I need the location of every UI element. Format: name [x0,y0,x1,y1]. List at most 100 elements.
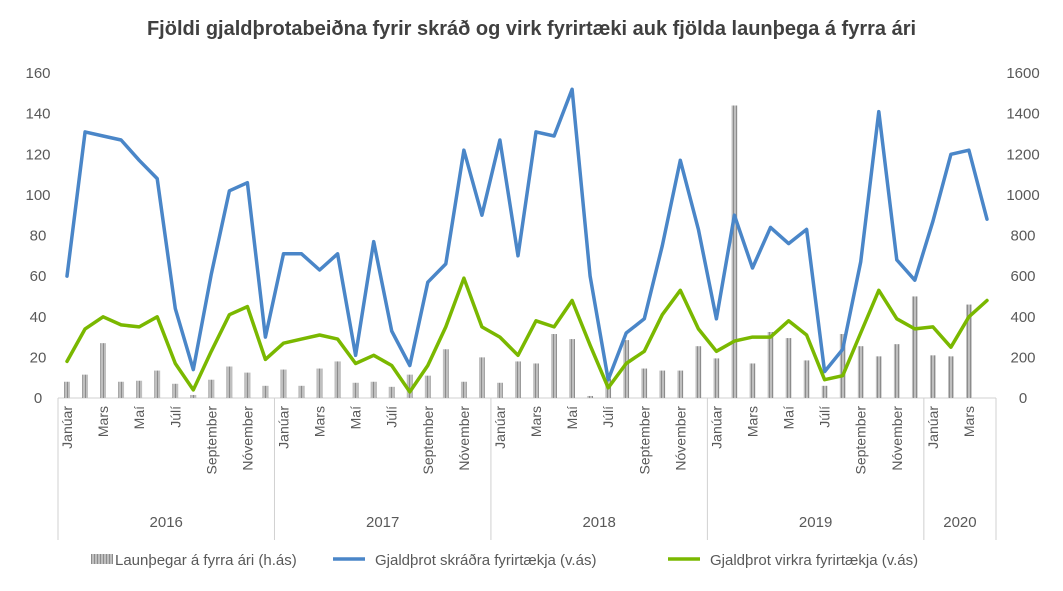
bar [370,381,377,398]
month-label: Júlí [384,406,400,428]
month-label: Maí [348,406,364,429]
year-label: 2020 [943,514,976,531]
month-label: Nóvember [889,406,905,471]
legend-label: Launþegar á fyrra ári (h.ás) [115,552,297,569]
bar [839,334,846,398]
month-label: Janúar [492,406,508,449]
month-label: Mars [312,406,328,437]
bar [785,338,792,398]
bar [623,340,630,398]
bar [515,361,521,398]
bar [388,386,395,398]
series-line [65,87,989,382]
bar [497,382,503,398]
bar [100,343,106,398]
bar [948,356,954,398]
bar [334,361,341,398]
y-left-tick-label: 80 [30,228,47,245]
bar [569,339,575,398]
bar [208,379,215,398]
month-label: Nóvember [456,406,472,471]
year-label: 2017 [366,514,399,531]
y-left-tick-label: 20 [30,349,47,366]
bar [64,381,70,398]
bar [190,394,197,398]
legend-label: Gjaldþrot virkra fyrirtækja (v.ás) [710,552,918,569]
month-label: September [636,406,652,475]
bar [82,374,88,398]
bar [298,385,305,398]
bar [280,369,287,398]
bar [659,370,666,398]
y-left-tick-label: 120 [25,146,50,163]
month-label: Maí [131,406,147,429]
bar [406,374,413,398]
bar [911,296,918,398]
legend: Launþegar á fyrra ári (h.ás) Gjaldþrot sk… [91,552,918,569]
bar [713,358,720,398]
bar [460,381,467,398]
y-right-tick-label: 0 [1019,390,1027,407]
bar-series [64,105,972,398]
chart-title: Fjöldi gjaldþrotabeiðna fyrir skráð og v… [146,18,917,40]
month-label: Janúar [708,406,724,449]
y-right-tick-label: 400 [1010,309,1035,326]
y-left-tick-label: 0 [34,390,42,407]
bar [857,346,864,398]
y-right-tick-label: 1600 [1006,65,1039,82]
month-label: Janúar [59,406,75,449]
bar [424,375,431,398]
y-right-tick-label: 1200 [1006,146,1039,163]
y-right-tick-label: 200 [1010,349,1035,366]
bar [352,382,359,398]
bar [749,363,756,398]
month-label: Nóvember [672,406,688,471]
bar [875,356,882,398]
month-label: Júlí [600,406,616,428]
bar [442,349,449,398]
bar [533,363,539,398]
y-left-tick-label: 100 [25,187,50,204]
month-label: Nóvember [239,406,255,471]
y-right-tick-label: 1000 [1006,187,1039,204]
y-left-tick-label: 160 [25,65,50,82]
line-series [65,87,989,394]
y-right-tick-label: 800 [1010,228,1035,245]
bar [803,360,810,398]
month-label: Maí [781,406,797,429]
bar [893,344,900,398]
bar [172,383,179,398]
bar [966,304,972,398]
bar [244,372,251,398]
year-label: 2016 [150,514,183,531]
bar [587,395,594,398]
month-label: September [203,406,219,475]
legend-swatch-bar [91,554,113,564]
month-label: Janúar [275,406,291,449]
bar [154,370,161,398]
bar [767,331,774,398]
month-label: Maí [564,406,580,429]
y-right-tick-label: 1400 [1006,106,1039,123]
y-left-tick-label: 140 [25,106,50,123]
bar [479,357,485,398]
month-label: Mars [95,406,111,437]
month-label: September [420,406,436,475]
year-label: 2018 [582,514,615,531]
month-label: Mars [528,406,544,437]
y-right-tick-label: 600 [1010,268,1035,285]
legend-label: Gjaldþrot skráðra fyrirtækja (v.ás) [375,552,596,569]
month-label: Mars [961,406,977,437]
bar [695,346,702,398]
month-label: Janúar [925,406,941,449]
bar [641,368,648,398]
axes: 0204060801001201401600200400600800100012… [25,65,1040,540]
bar [118,381,125,398]
month-label: Júlí [817,406,833,428]
series-line [65,276,989,394]
y-left-tick-label: 60 [30,268,47,285]
bar [929,355,936,398]
y-left-tick-label: 40 [30,309,47,326]
bar [677,370,684,398]
year-label: 2019 [799,514,832,531]
